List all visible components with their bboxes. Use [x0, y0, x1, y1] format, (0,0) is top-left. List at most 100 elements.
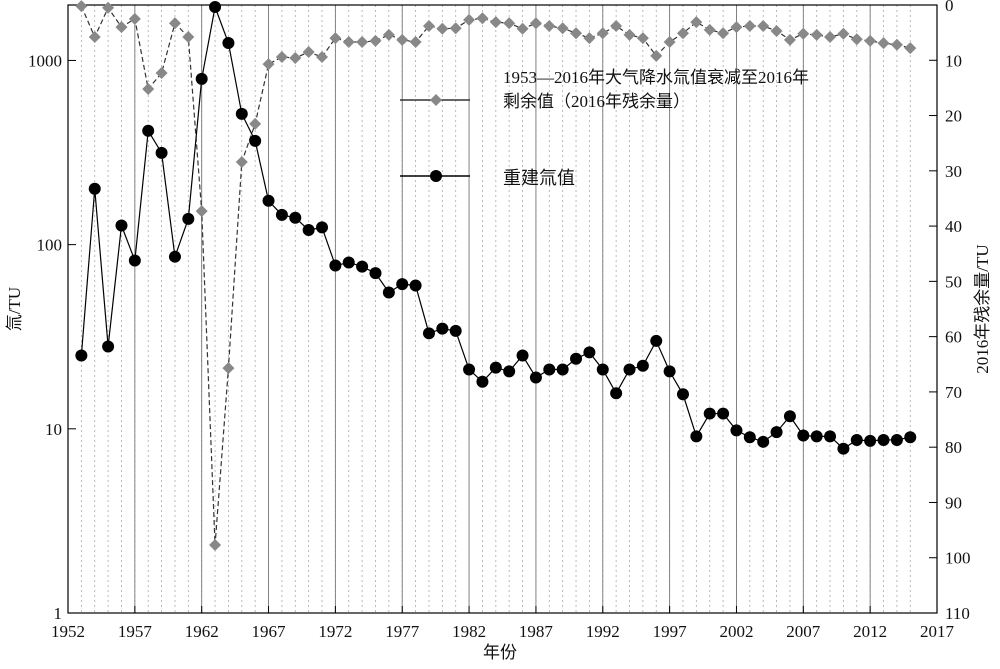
- data-point: [556, 363, 569, 376]
- data-point: [249, 117, 262, 130]
- x-tick-label: 1977: [385, 622, 420, 641]
- data-point: [650, 334, 663, 347]
- data-point: [463, 363, 476, 376]
- data-point: [529, 17, 542, 30]
- data-point: [155, 146, 168, 159]
- data-point: [676, 388, 689, 401]
- y-tick-label: 1: [54, 604, 63, 623]
- data-point: [409, 279, 422, 292]
- y2-tick-label: 70: [945, 383, 962, 402]
- data-point: [88, 31, 101, 44]
- data-point: [623, 28, 636, 41]
- x-tick-label: 1982: [452, 622, 486, 641]
- y-axis-label: 氚/TU: [5, 287, 24, 331]
- y2-tick-label: 0: [945, 0, 954, 15]
- x-tick-label: 1967: [252, 622, 287, 641]
- y2-tick-label: 90: [945, 493, 962, 512]
- data-point: [757, 435, 770, 448]
- data-point: [610, 387, 623, 400]
- x-tick-label: 1952: [51, 622, 85, 641]
- y2-tick-label: 30: [945, 162, 962, 181]
- data-point: [757, 20, 770, 33]
- x-tick-label: 2002: [719, 622, 753, 641]
- y2-tick-label: 60: [945, 328, 962, 347]
- data-point: [770, 426, 783, 439]
- data-point: [115, 219, 128, 232]
- data-point: [516, 349, 529, 362]
- x-tick-label: 1992: [586, 622, 620, 641]
- data-point: [436, 322, 449, 335]
- data-point: [503, 17, 516, 30]
- data-point: [382, 286, 395, 299]
- data-point: [890, 433, 903, 446]
- data-point: [422, 20, 435, 33]
- data-point: [249, 134, 262, 147]
- data-point: [489, 16, 502, 29]
- y2-tick-label: 80: [945, 438, 962, 457]
- data-point: [142, 83, 155, 96]
- data-point: [743, 431, 756, 444]
- data-point: [289, 211, 302, 224]
- data-point: [543, 363, 556, 376]
- data-point: [810, 28, 823, 41]
- data-point: [730, 424, 743, 437]
- data-point: [155, 66, 168, 79]
- data-point: [717, 27, 730, 40]
- y2-tick-label: 50: [945, 272, 962, 291]
- data-point: [476, 12, 489, 25]
- data-point: [222, 36, 235, 49]
- data-point: [195, 72, 208, 85]
- data-point: [275, 208, 288, 221]
- data-point: [877, 433, 890, 446]
- data-point: [449, 324, 462, 337]
- data-point: [583, 32, 596, 45]
- data-point: [783, 410, 796, 423]
- data-point: [837, 27, 850, 40]
- data-point: [302, 45, 315, 58]
- data-point: [890, 38, 903, 51]
- x-tick-label: 2012: [853, 622, 887, 641]
- y-tick-label: 1000: [28, 51, 62, 70]
- data-point: [436, 22, 449, 35]
- y-tick-label: 100: [37, 236, 63, 255]
- series-line: [80, 5, 911, 546]
- data-point: [556, 22, 569, 35]
- data-point: [182, 31, 195, 44]
- data-point: [356, 36, 369, 49]
- data-point: [596, 27, 609, 40]
- data-point: [717, 407, 730, 420]
- legend-marker: [430, 94, 442, 106]
- data-point: [275, 50, 288, 63]
- data-point: [489, 361, 502, 374]
- data-point: [623, 363, 636, 376]
- data-point: [88, 182, 101, 195]
- data-point: [864, 34, 877, 47]
- x-tick-label: 2007: [786, 622, 821, 641]
- data-point: [463, 13, 476, 26]
- data-point: [168, 17, 181, 30]
- data-point: [102, 1, 115, 14]
- x-tick-label: 1972: [318, 622, 352, 641]
- data-point: [864, 434, 877, 447]
- data-point: [142, 124, 155, 137]
- data-point: [342, 36, 355, 49]
- data-point: [730, 21, 743, 34]
- data-point: [676, 27, 689, 40]
- data-point: [128, 254, 141, 267]
- data-point: [743, 20, 756, 33]
- data-point: [369, 267, 382, 280]
- data-point: [356, 260, 369, 273]
- data-point: [102, 340, 115, 353]
- data-point: [703, 407, 716, 420]
- x-tick-label: 1957: [118, 622, 153, 641]
- y-tick-label: 10: [45, 420, 62, 439]
- data-point: [342, 256, 355, 269]
- data-point: [329, 259, 342, 272]
- data-point: [329, 32, 342, 45]
- x-tick-label: 1987: [519, 622, 554, 641]
- data-point: [904, 42, 917, 55]
- y2-tick-label: 110: [945, 604, 970, 623]
- data-point: [182, 212, 195, 225]
- y2-axis-label: 2016年残余量/TU: [973, 244, 992, 373]
